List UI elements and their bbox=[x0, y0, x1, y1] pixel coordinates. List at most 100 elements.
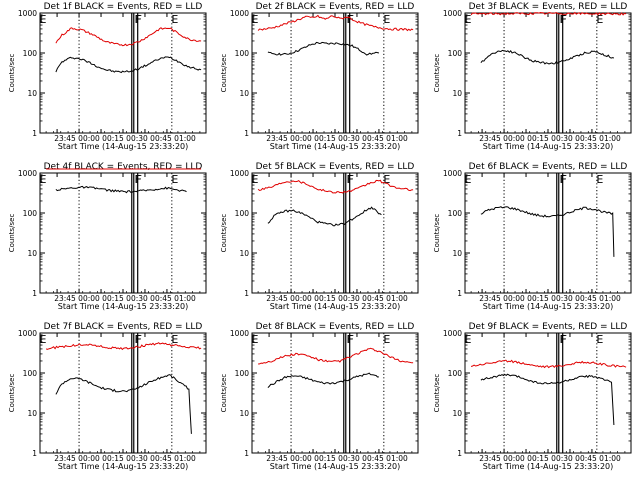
marker-label: F bbox=[347, 13, 353, 26]
detector-panel-2: Det 2f BLACK = Events, RED = LLD 1 10 100 10… bbox=[220, 2, 419, 151]
marker-label: F bbox=[561, 13, 567, 26]
marker-label: E bbox=[252, 173, 259, 186]
y-tick-label: 1 bbox=[457, 129, 462, 138]
marker-label: F bbox=[560, 13, 566, 26]
chart-title: Det 5f BLACK = Events, RED = LLD bbox=[256, 162, 415, 172]
marker-label: E bbox=[465, 13, 472, 26]
series-line-lld bbox=[257, 179, 414, 194]
marker-label: F bbox=[560, 333, 566, 346]
series-line-events bbox=[55, 56, 202, 74]
marker-label: F bbox=[136, 173, 142, 186]
y-tick-label: 1 bbox=[244, 289, 249, 298]
marker-label: E bbox=[465, 333, 472, 346]
y-tick-label: 100 bbox=[23, 49, 38, 58]
series-line-events bbox=[480, 206, 615, 257]
y-tick-label: 1 bbox=[244, 449, 249, 458]
y-axis-label: Counts/sec bbox=[220, 54, 228, 93]
y-tick-label: 1000 bbox=[18, 329, 37, 338]
detector-panel-7: Det 7f BLACK = Events, RED = LLD 1 10 100 10… bbox=[8, 322, 207, 471]
series-line-lld bbox=[45, 342, 202, 351]
series-line-events bbox=[267, 41, 380, 56]
marker-label: F bbox=[348, 173, 354, 186]
marker-label: F bbox=[347, 333, 353, 346]
y-axis-label: Counts/sec bbox=[433, 54, 441, 93]
x-tick-labels: 23:45 00:00 00:15 00:30 00:45 01:00 bbox=[54, 294, 196, 303]
y-axis-label: Counts/sec bbox=[8, 54, 16, 93]
series-line-lld bbox=[257, 14, 414, 32]
marker-label: E bbox=[171, 13, 178, 26]
y-tick-label: 1000 bbox=[230, 9, 249, 18]
x-tick-labels: 23:45 00:00 00:15 00:30 00:45 01:00 bbox=[54, 134, 196, 143]
y-tick-label: 1 bbox=[457, 449, 462, 458]
x-tick-labels: 23:45 00:00 00:15 00:30 00:45 01:00 bbox=[479, 294, 621, 303]
y-axis-label: Counts/sec bbox=[220, 214, 228, 253]
x-axis-label: Start Time (14-Aug-15 23:33:20) bbox=[483, 302, 614, 311]
y-tick-label: 10 bbox=[239, 409, 249, 418]
x-axis-label: Start Time (14-Aug-15 23:33:20) bbox=[483, 142, 614, 151]
y-tick-label: 100 bbox=[235, 369, 250, 378]
detector-panel-8: Det 8f BLACK = Events, RED = LLD 1 10 100 10… bbox=[220, 322, 419, 471]
detector-panel-9: Det 9f BLACK = Events, RED = LLD 1 10 100 10… bbox=[433, 322, 632, 471]
y-tick-label: 10 bbox=[452, 409, 462, 418]
plot-frame bbox=[39, 12, 207, 134]
marker-label: F bbox=[136, 13, 142, 26]
y-tick-label: 10 bbox=[239, 249, 249, 258]
series-line-events bbox=[480, 49, 615, 65]
x-axis-label: Start Time (14-Aug-15 23:33:20) bbox=[270, 302, 401, 311]
plot-frame bbox=[464, 332, 632, 454]
marker-label: E bbox=[40, 173, 47, 186]
marker-label: E bbox=[40, 13, 47, 26]
marker-label: E bbox=[596, 13, 603, 26]
y-tick-label: 1 bbox=[244, 129, 249, 138]
marker-label: E bbox=[252, 13, 259, 26]
series-line-events bbox=[55, 185, 187, 194]
marker-label: F bbox=[136, 333, 142, 346]
y-axis-label: Counts/sec bbox=[433, 214, 441, 253]
series-line-events bbox=[480, 373, 615, 426]
x-axis-label: Start Time (14-Aug-15 23:33:20) bbox=[58, 142, 189, 151]
y-tick-label: 1 bbox=[32, 289, 37, 298]
y-tick-label: 1000 bbox=[443, 9, 462, 18]
marker-label: E bbox=[383, 173, 390, 186]
marker-label: F bbox=[347, 173, 353, 186]
y-tick-label: 100 bbox=[23, 369, 38, 378]
x-axis-label: Start Time (14-Aug-15 23:33:20) bbox=[270, 462, 401, 471]
x-tick-labels: 23:45 00:00 00:15 00:30 00:45 01:00 bbox=[266, 294, 408, 303]
plot-frame bbox=[39, 332, 207, 454]
chart-title: Det 4f BLACK = Events, RED = LLD bbox=[44, 162, 203, 172]
y-tick-label: 100 bbox=[448, 49, 463, 58]
chart-title: Det 9f BLACK = Events, RED = LLD bbox=[469, 322, 628, 332]
x-tick-labels: 23:45 00:00 00:15 00:30 00:45 01:00 bbox=[479, 454, 621, 463]
y-tick-label: 1000 bbox=[230, 169, 249, 178]
plot-frame bbox=[251, 332, 419, 454]
series-line-events bbox=[267, 206, 382, 227]
y-tick-label: 10 bbox=[239, 89, 249, 98]
chart-title: Det 7f BLACK = Events, RED = LLD bbox=[44, 322, 203, 332]
series-line-events bbox=[267, 372, 379, 388]
marker-label: E bbox=[40, 333, 47, 346]
detector-panel-1: Det 1f BLACK = Events, RED = LLD 1 10 100 10… bbox=[8, 2, 207, 151]
marker-label: F bbox=[135, 333, 141, 346]
marker-label: F bbox=[348, 13, 354, 26]
chart-title: Det 3f BLACK = Events, RED = LLD bbox=[469, 2, 628, 12]
y-tick-label: 100 bbox=[235, 49, 250, 58]
chart-title: Det 1f BLACK = Events, RED = LLD bbox=[44, 2, 203, 12]
x-axis-label: Start Time (14-Aug-15 23:33:20) bbox=[483, 462, 614, 471]
plot-frame bbox=[251, 12, 419, 134]
detector-panel-3: Det 3f BLACK = Events, RED = LLD 1 10 100 10… bbox=[433, 2, 632, 151]
y-tick-label: 10 bbox=[27, 249, 37, 258]
y-tick-label: 1 bbox=[32, 129, 37, 138]
marker-label: E bbox=[465, 173, 472, 186]
y-tick-label: 1000 bbox=[443, 169, 462, 178]
y-tick-label: 1000 bbox=[18, 169, 37, 178]
marker-label: E bbox=[383, 13, 390, 26]
marker-label: E bbox=[171, 173, 178, 186]
detector-panel-6: Det 6f BLACK = Events, RED = LLD 1 10 100 10… bbox=[433, 162, 632, 311]
y-tick-label: 10 bbox=[452, 89, 462, 98]
marker-label: F bbox=[135, 173, 141, 186]
y-axis-label: Counts/sec bbox=[220, 374, 228, 413]
plot-frame bbox=[251, 172, 419, 294]
plot-frame bbox=[464, 172, 632, 294]
y-tick-label: 10 bbox=[452, 249, 462, 258]
marker-label: E bbox=[596, 173, 603, 186]
